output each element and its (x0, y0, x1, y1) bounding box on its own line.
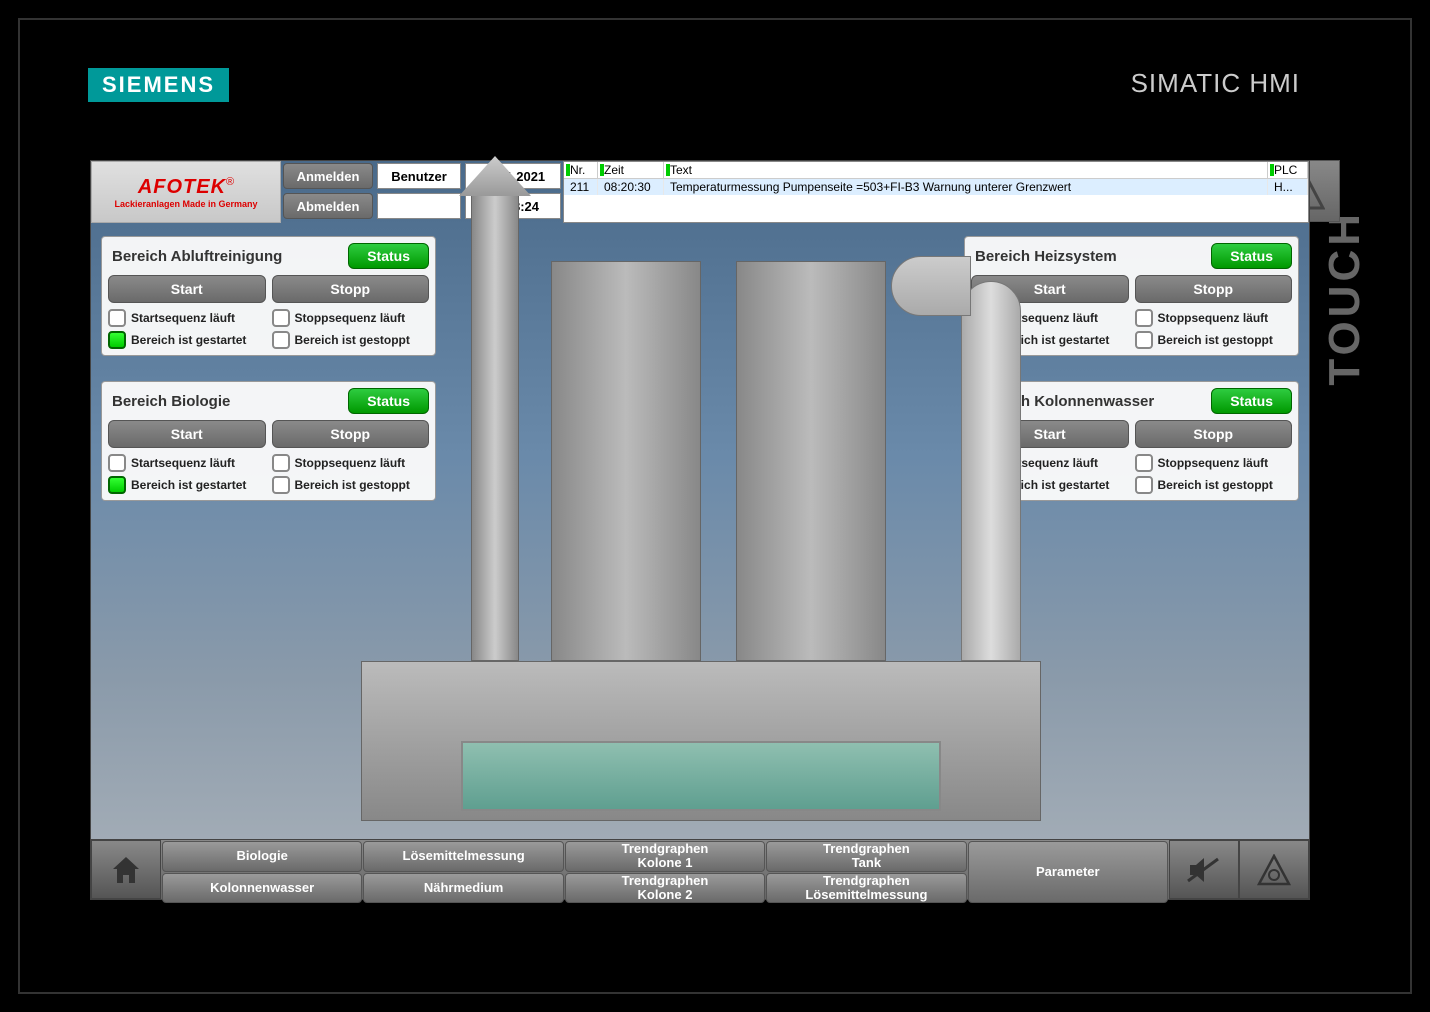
status-button[interactable]: Status (1211, 243, 1292, 269)
plant-illustration (341, 231, 1061, 821)
alarm-warning-nav-button[interactable] (1239, 840, 1309, 899)
ind-started: Bereich ist gestartet (108, 476, 266, 494)
siemens-logo: SIEMENS (88, 68, 229, 102)
afotek-reg: ® (226, 176, 234, 188)
ind-seq-start: Startsequenz läuft (108, 309, 266, 327)
alarm-col-text: Text (664, 162, 1268, 178)
alarm-nr: 211 (564, 179, 598, 195)
user-col: Benutzer (375, 161, 463, 223)
mute-button[interactable] (1169, 840, 1239, 899)
alarm-zeit: 08:20:30 (598, 179, 664, 195)
nav-trend-tank[interactable]: TrendgraphenTank (766, 841, 966, 872)
top-bar: AFOTEK ® Lackieranlagen Made in Germany … (91, 161, 1309, 223)
alarm-row[interactable]: 211 08:20:30 Temperaturmessung Pumpensei… (564, 179, 1308, 195)
hmi-screen: AFOTEK ® Lackieranlagen Made in Germany … (90, 160, 1310, 900)
login-button[interactable]: Anmelden (283, 163, 373, 189)
panel-title: Bereich Biologie (108, 393, 342, 410)
afotek-sub: Lackieranlagen Made in Germany (114, 199, 257, 209)
alarm-text: Temperaturmessung Pumpenseite =503+FI-B3… (664, 179, 1268, 195)
status-button[interactable]: Status (1211, 388, 1292, 414)
ind-seq-stop: Stoppsequenz läuft (1135, 309, 1293, 327)
start-button[interactable]: Start (108, 275, 266, 303)
alarm-col-zeit: Zeit (598, 162, 664, 178)
speaker-mute-icon (1186, 855, 1222, 885)
login-col: Anmelden Abmelden (281, 161, 375, 223)
alarm-plc: H... (1268, 179, 1308, 195)
touch-label: TOUCH (1320, 210, 1370, 386)
home-button[interactable] (91, 840, 161, 899)
simatic-hmi-label: SIMATIC HMI (1131, 68, 1300, 99)
ind-seq-start: Startsequenz läuft (108, 454, 266, 472)
bottom-nav: Biologie Lösemittelmessung TrendgraphenK… (91, 839, 1309, 899)
home-icon (109, 853, 143, 887)
ind-stopped: Bereich ist gestoppt (1135, 331, 1293, 349)
nav-loesemittelmessung[interactable]: Lösemittelmessung (363, 841, 563, 872)
stopp-button[interactable]: Stopp (1135, 275, 1293, 303)
afotek-name: AFOTEK (138, 176, 226, 199)
alarm-col-plc: PLC (1268, 162, 1308, 178)
warning-swirl-icon (1257, 854, 1291, 886)
nav-biologie[interactable]: Biologie (162, 841, 362, 872)
ind-seq-stop: Stoppsequenz läuft (1135, 454, 1293, 472)
nav-trend-loesemittel[interactable]: TrendgraphenLösemittelmessung (766, 873, 966, 904)
user-label: Benutzer (377, 163, 461, 189)
afotek-logo: AFOTEK ® Lackieranlagen Made in Germany (91, 161, 281, 223)
user-value[interactable] (377, 193, 461, 219)
nav-kolonnenwasser[interactable]: Kolonnenwasser (162, 873, 362, 904)
panel-title: Bereich Abluftreinigung (108, 248, 342, 265)
stopp-button[interactable]: Stopp (1135, 420, 1293, 448)
ind-started: Bereich ist gestartet (108, 331, 266, 349)
nav-parameter[interactable]: Parameter (968, 841, 1168, 903)
alarm-table[interactable]: Nr. Zeit Text PLC 211 08:20:30 Temperatu… (563, 161, 1309, 223)
nav-naehrmedium[interactable]: Nährmedium (363, 873, 563, 904)
alarm-header: Nr. Zeit Text PLC (564, 162, 1308, 179)
start-button[interactable]: Start (108, 420, 266, 448)
logout-button[interactable]: Abmelden (283, 193, 373, 219)
ind-stopped: Bereich ist gestoppt (1135, 476, 1293, 494)
alarm-col-nr: Nr. (564, 162, 598, 178)
nav-trend-kolone2[interactable]: TrendgraphenKolone 2 (565, 873, 765, 904)
nav-trend-kolone1[interactable]: TrendgraphenKolone 1 (565, 841, 765, 872)
device-frame: SIEMENS SIMATIC HMI TOUCH AFOTEK ® Lacki… (18, 18, 1412, 994)
